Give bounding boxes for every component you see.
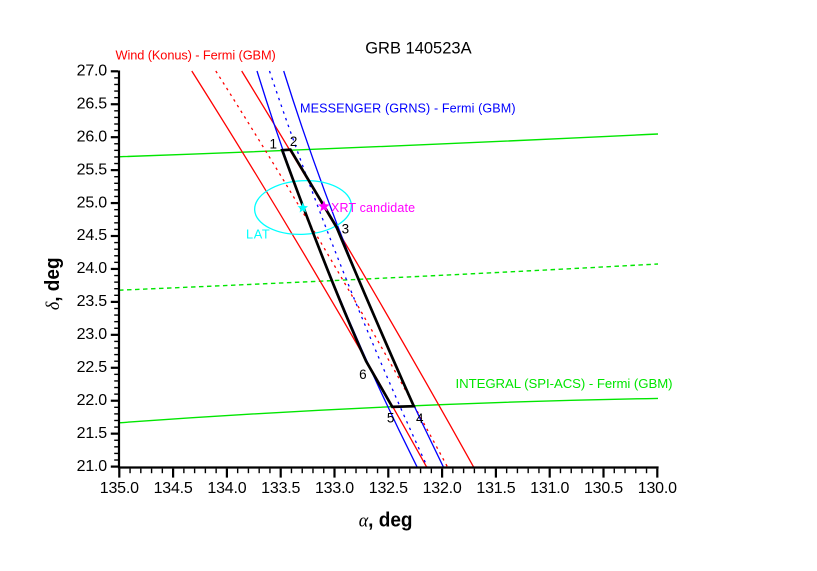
svg-text:3: 3 — [342, 222, 350, 237]
svg-text:23.5: 23.5 — [77, 293, 108, 310]
svg-text:25.0: 25.0 — [77, 194, 108, 211]
svg-text:5: 5 — [387, 410, 395, 425]
svg-text:4: 4 — [416, 411, 424, 426]
svg-text:135.0: 135.0 — [100, 480, 139, 497]
svg-text:134.0: 134.0 — [207, 480, 246, 497]
svg-text:132.0: 132.0 — [423, 480, 462, 497]
svg-text:133.5: 133.5 — [261, 480, 300, 497]
svg-text:25.5: 25.5 — [77, 161, 108, 178]
svg-text:130.0: 130.0 — [638, 480, 677, 497]
svg-text:δ, deg: δ, deg — [42, 257, 65, 310]
svg-text:MESSENGER (GRNS) - Fermi (GBM): MESSENGER (GRNS) - Fermi (GBM) — [300, 101, 516, 115]
svg-text:130.5: 130.5 — [584, 480, 623, 497]
svg-text:XRT candidate: XRT candidate — [331, 201, 415, 215]
svg-text:LAT: LAT — [246, 227, 270, 242]
svg-text:22.5: 22.5 — [77, 359, 108, 376]
svg-text:133.0: 133.0 — [315, 480, 354, 497]
svg-text:24.0: 24.0 — [77, 260, 108, 277]
svg-text:Wind (Konus) - Fermi (GBM): Wind (Konus) - Fermi (GBM) — [116, 47, 276, 62]
svg-text:131.0: 131.0 — [530, 480, 569, 497]
svg-text:2: 2 — [290, 134, 298, 149]
svg-text:131.5: 131.5 — [476, 480, 515, 497]
svg-text:6: 6 — [359, 367, 367, 382]
svg-text:INTEGRAL (SPI-ACS) - Fermi (GB: INTEGRAL (SPI-ACS) - Fermi (GBM) — [456, 376, 673, 391]
svg-text:1: 1 — [270, 137, 278, 152]
svg-text:26.5: 26.5 — [77, 95, 108, 112]
svg-text:132.5: 132.5 — [369, 480, 408, 497]
svg-text:GRB 140523A: GRB 140523A — [365, 40, 471, 58]
svg-text:α, deg: α, deg — [359, 509, 413, 532]
svg-text:26.0: 26.0 — [77, 128, 108, 145]
svg-text:21.0: 21.0 — [77, 458, 108, 475]
svg-text:22.0: 22.0 — [77, 392, 108, 409]
svg-text:21.5: 21.5 — [77, 425, 108, 442]
svg-text:24.5: 24.5 — [77, 227, 108, 244]
svg-text:134.5: 134.5 — [154, 480, 193, 497]
svg-text:27.0: 27.0 — [77, 63, 108, 80]
svg-text:23.0: 23.0 — [77, 326, 108, 343]
